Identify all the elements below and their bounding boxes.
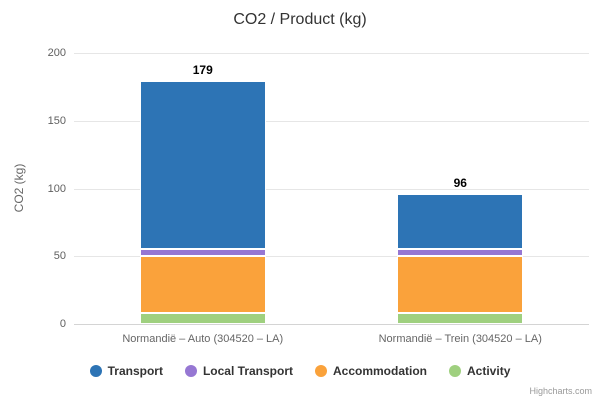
legend-item-activity[interactable]: Activity — [449, 364, 510, 378]
y-tick-label: 50 — [53, 250, 66, 263]
legend-label: Transport — [107, 364, 163, 378]
legend: Transport Local Transport Accommodation Act… — [0, 364, 600, 378]
legend-label: Accommodation — [333, 364, 428, 378]
bar-segment-transport[interactable] — [139, 81, 266, 250]
y-tick-label: 200 — [47, 47, 66, 59]
y-axis-title: CO2 (kg) — [12, 163, 26, 213]
y-gridline — [74, 120, 589, 122]
bar-segment-accommodation[interactable] — [139, 256, 266, 314]
legend-marker-icon — [449, 365, 462, 377]
chart-title: CO2 / Product (kg) — [233, 11, 367, 28]
legend-marker-icon — [89, 365, 102, 377]
legend-item-accommodation[interactable]: Accommodation — [315, 364, 427, 378]
stack-total-label: 96 — [453, 175, 467, 190]
x-axis-line — [74, 324, 589, 325]
bar-segment-local-transport[interactable] — [397, 249, 524, 257]
legend-item-transport[interactable]: Transport — [89, 364, 163, 378]
y-tick-label: 0 — [59, 318, 66, 330]
legend-item-local-transport[interactable]: Local Transport — [184, 364, 293, 378]
legend-label: Activity — [467, 364, 511, 378]
y-gridline — [74, 53, 589, 54]
bar-segment-accommodation[interactable] — [397, 256, 524, 314]
bar-segment-activity[interactable] — [397, 313, 524, 324]
y-tick-label: 150 — [47, 114, 66, 127]
legend-label: Local Transport — [202, 364, 293, 378]
legend-marker-icon — [184, 365, 197, 377]
y-gridline — [74, 256, 589, 258]
highcharts-credit[interactable]: Highcharts.com — [529, 386, 592, 396]
legend-marker-icon — [315, 365, 327, 377]
bar-segment-transport[interactable] — [397, 193, 524, 250]
bar-segment-activity[interactable] — [139, 313, 266, 324]
bar-segment-local-transport[interactable] — [139, 249, 266, 257]
y-gridline — [74, 188, 589, 190]
y-tick-label: 100 — [47, 182, 66, 195]
stack-total-label: 179 — [192, 63, 213, 78]
x-category-label: Normandië – Auto (304520 – LA) — [122, 333, 284, 345]
x-category-label: Normandië – Trein (304520 – LA) — [378, 333, 542, 345]
